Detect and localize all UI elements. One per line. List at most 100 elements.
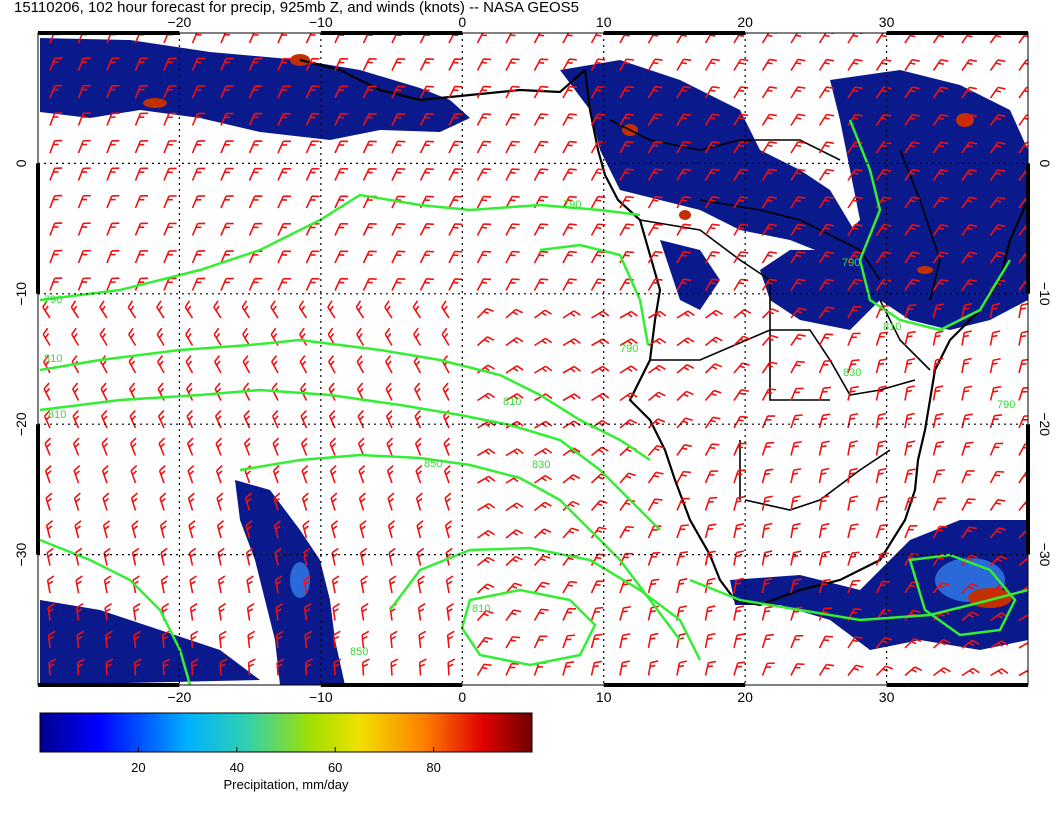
wind-barb <box>1018 556 1028 567</box>
wind-barb <box>75 602 84 621</box>
wind-barb <box>733 523 745 539</box>
wind-barb <box>619 499 636 511</box>
wind-barb <box>619 338 638 347</box>
precip-core <box>679 210 691 220</box>
wind-barb <box>989 442 1004 456</box>
wind-barb <box>362 140 377 154</box>
wind-barb <box>358 464 366 484</box>
wind-barb <box>875 412 887 429</box>
wind-barb <box>676 524 689 539</box>
wind-barb <box>476 33 492 44</box>
wind-barb <box>790 113 806 126</box>
lon-tick-label: 0 <box>458 14 466 30</box>
wind-barb <box>761 468 774 484</box>
wind-barb <box>277 112 291 126</box>
wind-barb <box>590 553 606 566</box>
wind-barb <box>220 250 234 264</box>
wind-barb <box>818 413 831 429</box>
wind-barb <box>676 364 695 374</box>
wind-barb <box>790 33 806 44</box>
wind-barb <box>961 224 978 236</box>
wind-barb <box>875 580 891 594</box>
wind-barb <box>875 524 889 539</box>
wind-barb <box>676 632 687 649</box>
wind-barb <box>647 551 661 566</box>
wind-barb <box>932 497 947 511</box>
lon-tick-label: −10 <box>309 689 333 705</box>
wind-barb <box>247 630 256 649</box>
wind-barb <box>248 195 263 209</box>
contour-label: 830 <box>843 367 861 379</box>
wind-barb <box>619 472 636 484</box>
lon-tick-label: 10 <box>596 689 612 705</box>
wind-barb <box>704 141 720 154</box>
wind-barb <box>505 502 524 512</box>
wind-barb <box>647 250 663 264</box>
wind-barb <box>990 668 1009 677</box>
wind-barb <box>1018 59 1028 71</box>
wind-barb <box>332 630 341 649</box>
wind-barb <box>157 355 165 374</box>
wind-barb <box>875 223 892 236</box>
contour-line <box>689 578 1028 622</box>
lat-tick-label: −20 <box>1037 412 1053 436</box>
wind-barb <box>533 195 549 209</box>
wind-barb <box>99 327 108 346</box>
wind-barb <box>562 500 580 512</box>
wind-barb <box>72 437 80 456</box>
wind-barb <box>932 357 944 374</box>
wind-barb <box>676 310 695 319</box>
wind-barb <box>818 278 835 291</box>
wind-barb <box>733 308 752 319</box>
wind-barb <box>619 392 638 402</box>
wind-barb <box>477 475 496 484</box>
wind-barb <box>334 140 349 154</box>
wind-barb <box>277 85 291 99</box>
wind-barb <box>989 224 1006 236</box>
wind-barb <box>248 33 263 44</box>
wind-barb <box>419 113 434 126</box>
wind-barb <box>416 520 424 539</box>
wind-barb <box>191 140 206 154</box>
wind-barb <box>875 665 893 677</box>
wind-barb <box>334 222 349 236</box>
wind-barb <box>790 251 806 264</box>
wind-barb <box>733 141 749 154</box>
wind-barb <box>505 635 521 649</box>
contour-line <box>39 193 641 302</box>
wind-barb <box>476 610 494 622</box>
precip-area-east-africa <box>760 70 1028 330</box>
colorbar-gradient <box>39 712 533 753</box>
wind-barb <box>270 300 279 319</box>
wind-barb <box>875 196 892 209</box>
wind-barb <box>388 575 397 594</box>
wind-barb <box>106 222 120 236</box>
wind-barb <box>362 222 377 236</box>
wind-barb <box>277 222 291 236</box>
wind-barb <box>676 444 693 456</box>
contour-line <box>460 588 597 667</box>
wind-barb <box>448 278 463 291</box>
colorbar-tick-label: 80 <box>426 760 440 775</box>
wind-barb <box>533 168 549 181</box>
wind-barb <box>49 222 63 236</box>
wind-barb <box>704 278 720 291</box>
wind-barb <box>273 520 282 539</box>
wind-barb <box>904 141 920 154</box>
wind-barb <box>106 249 120 264</box>
wind-barb <box>704 196 720 209</box>
wind-barb <box>419 223 434 236</box>
wind-barb <box>847 196 863 209</box>
wind-barb <box>44 437 52 456</box>
wind-barb <box>191 85 206 99</box>
wind-barb <box>134 195 149 209</box>
wind-barb <box>160 547 168 566</box>
wind-barb <box>647 444 665 457</box>
wind-barb <box>733 388 749 401</box>
wind-barb <box>448 195 463 209</box>
wind-barb <box>134 222 149 236</box>
wind-barb <box>961 251 978 264</box>
wind-barb <box>733 168 749 181</box>
wind-barb <box>477 556 495 567</box>
wind-barb <box>904 304 917 319</box>
